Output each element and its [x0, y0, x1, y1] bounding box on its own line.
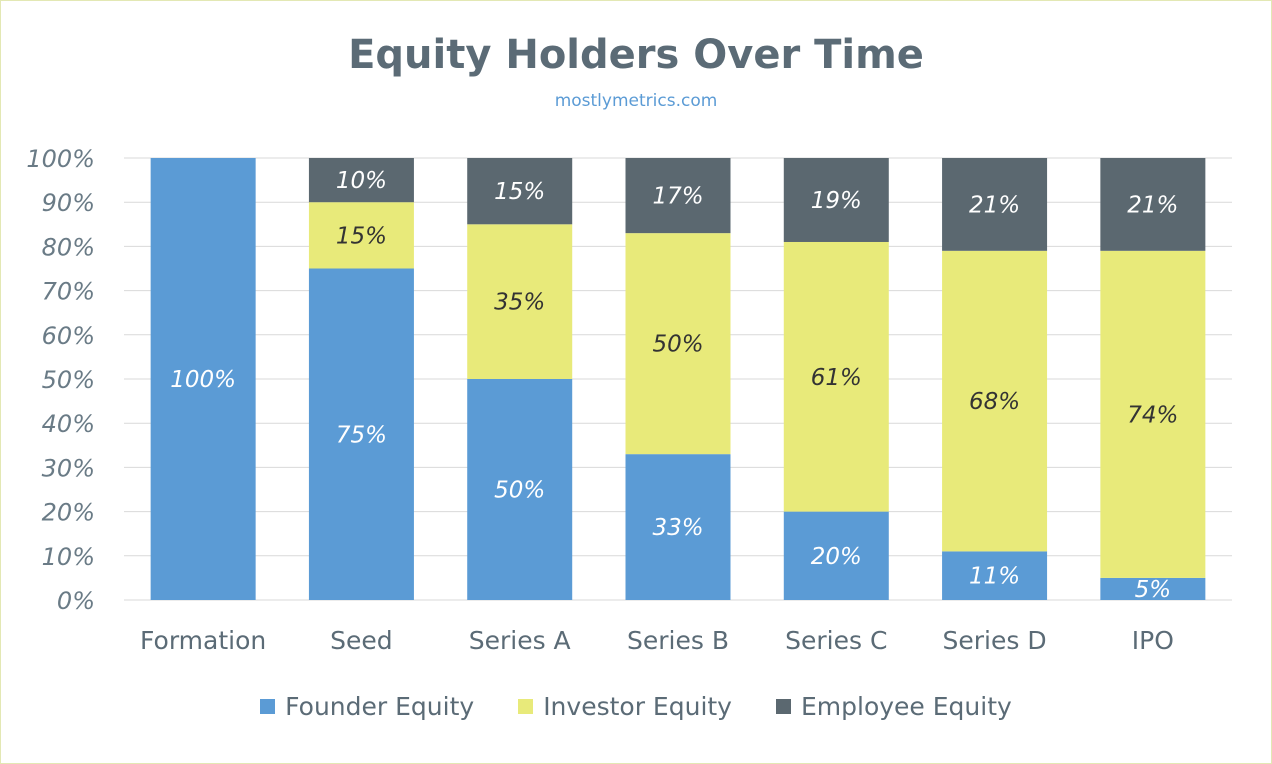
bar-segment: [467, 224, 573, 379]
bar-data-label: 61%: [811, 365, 862, 391]
bar-segment: [942, 551, 1048, 600]
data-labels: 100% 75% 15% 10% 50% 35% 15% 33% 50% 17% 20% 61% 19%…: [170, 168, 1178, 603]
x-category-label: Seed: [330, 626, 393, 655]
legend-label-employee: Employee Equity: [800, 692, 1012, 721]
y-tick-label: 70%: [42, 278, 95, 306]
bar-segment: [308, 202, 414, 269]
bars: [150, 158, 1206, 600]
bar-segment: [150, 158, 256, 600]
bar-data-label: 15%: [336, 223, 387, 249]
x-category-label: Series B: [627, 626, 729, 655]
y-tick-label: 100%: [26, 145, 95, 173]
bar-segment: [625, 158, 731, 234]
x-category-label: Series C: [785, 626, 887, 655]
y-tick-label: 80%: [42, 233, 95, 261]
bar-data-label: 74%: [1127, 402, 1178, 428]
bar-data-label: 5%: [1135, 577, 1172, 603]
y-tick-label: 20%: [42, 499, 95, 527]
y-tick-label: 50%: [42, 366, 95, 394]
bar-data-label: 35%: [494, 290, 545, 316]
bar-segment: [942, 250, 1048, 552]
bar-data-label: 50%: [494, 478, 545, 504]
bar-segment: [467, 158, 573, 225]
bar-segment: [625, 454, 731, 600]
legend-swatch-employee: [775, 699, 791, 714]
y-tick-label: 40%: [42, 410, 95, 438]
bar-data-label: 21%: [969, 192, 1020, 218]
chart-subtitle: mostlymetrics.com: [554, 91, 718, 111]
bar-data-label: 21%: [1127, 192, 1178, 218]
bar-data-label: 15%: [494, 179, 545, 205]
bar-data-label: 100%: [170, 367, 236, 393]
y-tick-label: 60%: [42, 322, 95, 350]
bar-segment: [308, 268, 414, 600]
x-axis-category-labels: Formation Seed Series A Series B Series C Ser…: [140, 626, 1174, 655]
stacked-bar-chart: 0% 10% 20% 30% 40% 50% 60% 70% 80% 90% 100% 100% 75…: [26, 145, 1232, 655]
chart-title: Equity Holders Over Time: [348, 32, 924, 78]
bar-segment: [1100, 577, 1206, 600]
legend-item-investor: Investor Equity: [518, 692, 732, 721]
bar-segment: [783, 158, 889, 242]
bar-data-label: 33%: [652, 515, 703, 541]
bar-segment: [308, 158, 414, 203]
bar-data-label: 68%: [969, 389, 1020, 415]
legend-swatch-investor: [518, 699, 534, 714]
bar-data-label: 19%: [811, 188, 862, 214]
bar-data-label: 10%: [336, 168, 387, 194]
y-tick-label: 30%: [42, 454, 95, 482]
legend-item-employee: Employee Equity: [775, 692, 1012, 721]
legend-swatch-founder: [260, 699, 276, 714]
bar-data-label: 50%: [652, 332, 703, 358]
bar-data-label: 20%: [811, 544, 862, 570]
bar-segment: [1100, 158, 1206, 251]
legend-item-founder: Founder Equity: [260, 692, 474, 721]
legend-label-founder: Founder Equity: [285, 692, 475, 721]
bar-segment: [1100, 250, 1206, 578]
y-axis-tick-labels: 0% 10% 20% 30% 40% 50% 60% 70% 80% 90% 100%: [26, 145, 95, 615]
y-tick-label: 0%: [57, 587, 95, 615]
bar-data-label: 11%: [969, 564, 1020, 590]
x-category-label: Formation: [140, 626, 266, 655]
x-category-label: Series A: [469, 626, 571, 655]
x-category-label: Series D: [943, 626, 1047, 655]
bar-segment: [625, 233, 731, 455]
bar-segment: [783, 241, 889, 512]
legend: Founder Equity Investor Equity Employee …: [0, 692, 1272, 721]
bar-data-label: 17%: [652, 184, 703, 210]
bar-data-label: 75%: [336, 422, 387, 448]
y-tick-label: 10%: [42, 543, 95, 571]
bar-segment: [467, 379, 573, 600]
y-tick-label: 90%: [42, 189, 95, 217]
bar-segment: [942, 158, 1048, 251]
bar-segment: [783, 511, 889, 600]
x-category-label: IPO: [1132, 626, 1174, 655]
legend-label-investor: Investor Equity: [543, 692, 732, 721]
